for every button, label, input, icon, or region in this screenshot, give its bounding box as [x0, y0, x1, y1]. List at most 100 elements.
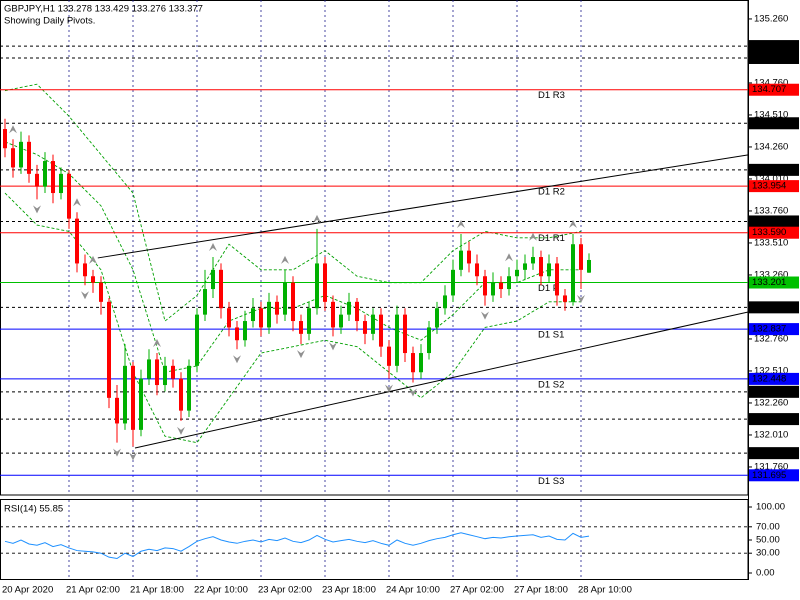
- candle-body: [555, 263, 559, 296]
- fractal-up: [457, 219, 465, 228]
- fractal-up: [73, 198, 81, 207]
- candle-body: [43, 161, 47, 187]
- candle-body: [427, 327, 431, 354]
- fractal-down: [129, 452, 137, 461]
- candle-body: [563, 295, 567, 302]
- candle-body: [155, 359, 159, 386]
- candle-body: [587, 259, 591, 273]
- candle-body: [419, 353, 423, 373]
- y-tick-label: 133.510: [754, 237, 788, 248]
- level-label: 133.678: [752, 216, 786, 227]
- candle-body: [27, 141, 31, 174]
- level-label: 131.695: [752, 470, 786, 481]
- fractal-up: [505, 253, 513, 262]
- level-label: 134.707: [752, 84, 786, 95]
- candle-body: [459, 250, 463, 270]
- candle-body: [339, 314, 343, 328]
- candle-body: [195, 314, 199, 366]
- fractal-up: [313, 214, 321, 223]
- candle-body: [115, 397, 119, 424]
- rsi-y-tick-label: 0.00: [756, 568, 775, 579]
- y-tick-label: 135.260: [754, 13, 788, 24]
- level-box: [749, 323, 799, 336]
- pivot-name: D1 S3: [538, 476, 564, 487]
- level-box: [749, 180, 799, 193]
- x-tick-label: 28 Apr 10:00: [578, 585, 632, 596]
- level-label: 134.955: [752, 53, 786, 64]
- level-label: 135.048: [752, 41, 786, 52]
- level-label: 134.081: [752, 164, 786, 175]
- level-label: 132.347: [752, 386, 786, 397]
- candle-body: [435, 308, 439, 328]
- axis-bg: [748, 0, 800, 600]
- fractal-up: [209, 243, 217, 252]
- fractal-down: [297, 350, 305, 359]
- candle-body: [467, 250, 471, 264]
- candle-body: [275, 301, 279, 315]
- candle-body: [507, 276, 511, 290]
- candle-body: [531, 257, 535, 264]
- fractal-up: [529, 232, 537, 241]
- candle-body: [307, 308, 311, 334]
- fractal-up: [569, 219, 577, 228]
- candle-body: [283, 282, 287, 315]
- candle-body: [499, 282, 503, 290]
- fractal-down: [33, 205, 41, 214]
- level-box: [749, 372, 799, 385]
- fractal-down: [233, 355, 241, 364]
- rsi-title: RSI(14) 55.85: [4, 504, 63, 515]
- level-box: [749, 385, 799, 398]
- candle-body: [243, 321, 247, 341]
- x-tick-label: 20 Apr 2020: [2, 585, 53, 596]
- chart-title: GBPJPY,H1 133.278 133.429 133.276 133.37…: [4, 4, 203, 15]
- level-box: [749, 83, 799, 96]
- level-label: 131.868: [752, 448, 786, 459]
- candle-body: [211, 269, 215, 290]
- y-tick-label: 134.510: [754, 109, 788, 120]
- level-label: 132.448: [752, 373, 786, 384]
- fractal-up: [89, 255, 97, 264]
- fractal-up: [9, 125, 17, 134]
- band-lower: [4, 192, 581, 444]
- y-tick-label: 134.260: [754, 141, 788, 152]
- candle-body: [123, 365, 127, 424]
- rsi-y-tick-label: 70.00: [756, 521, 780, 532]
- fractal-down: [113, 448, 121, 457]
- rsi-y-tick-label: 100.00: [756, 502, 785, 513]
- candle-body: [35, 173, 39, 187]
- candle-body: [379, 314, 383, 347]
- candle-body: [235, 327, 239, 341]
- trendline: [134, 311, 749, 449]
- x-tick-label: 24 Apr 10:00: [386, 585, 440, 596]
- candle-body: [411, 353, 415, 373]
- candle-body: [443, 295, 447, 309]
- level-label: 133.201: [752, 277, 786, 288]
- band-upper: [4, 83, 582, 322]
- candle-body: [163, 365, 167, 386]
- candle-body: [299, 321, 303, 334]
- chart-subtitle: Showing Daily Pivots.: [4, 16, 95, 27]
- x-tick-label: 27 Apr 02:00: [450, 585, 504, 596]
- candle-body: [579, 244, 583, 270]
- level-box: [749, 301, 799, 314]
- candle-body: [315, 263, 319, 309]
- fractal-down: [177, 426, 185, 435]
- level-label: 132.134: [752, 414, 786, 425]
- candle-body: [99, 282, 103, 302]
- level-label: 132.837: [752, 324, 786, 335]
- candle-body: [523, 263, 527, 270]
- candle-body: [331, 301, 335, 328]
- level-box: [749, 276, 799, 289]
- candle-body: [203, 289, 207, 315]
- candle-body: [227, 308, 231, 328]
- x-tick-label: 21 Apr 02:00: [66, 585, 120, 596]
- candle-body: [75, 218, 79, 264]
- level-box: [749, 413, 799, 426]
- fractal-down: [481, 311, 489, 320]
- level-box: [749, 163, 799, 176]
- fractal-up: [281, 255, 289, 264]
- fractal-down: [81, 291, 89, 300]
- candle-body: [291, 282, 295, 322]
- y-tick-label: 134.760: [754, 77, 788, 88]
